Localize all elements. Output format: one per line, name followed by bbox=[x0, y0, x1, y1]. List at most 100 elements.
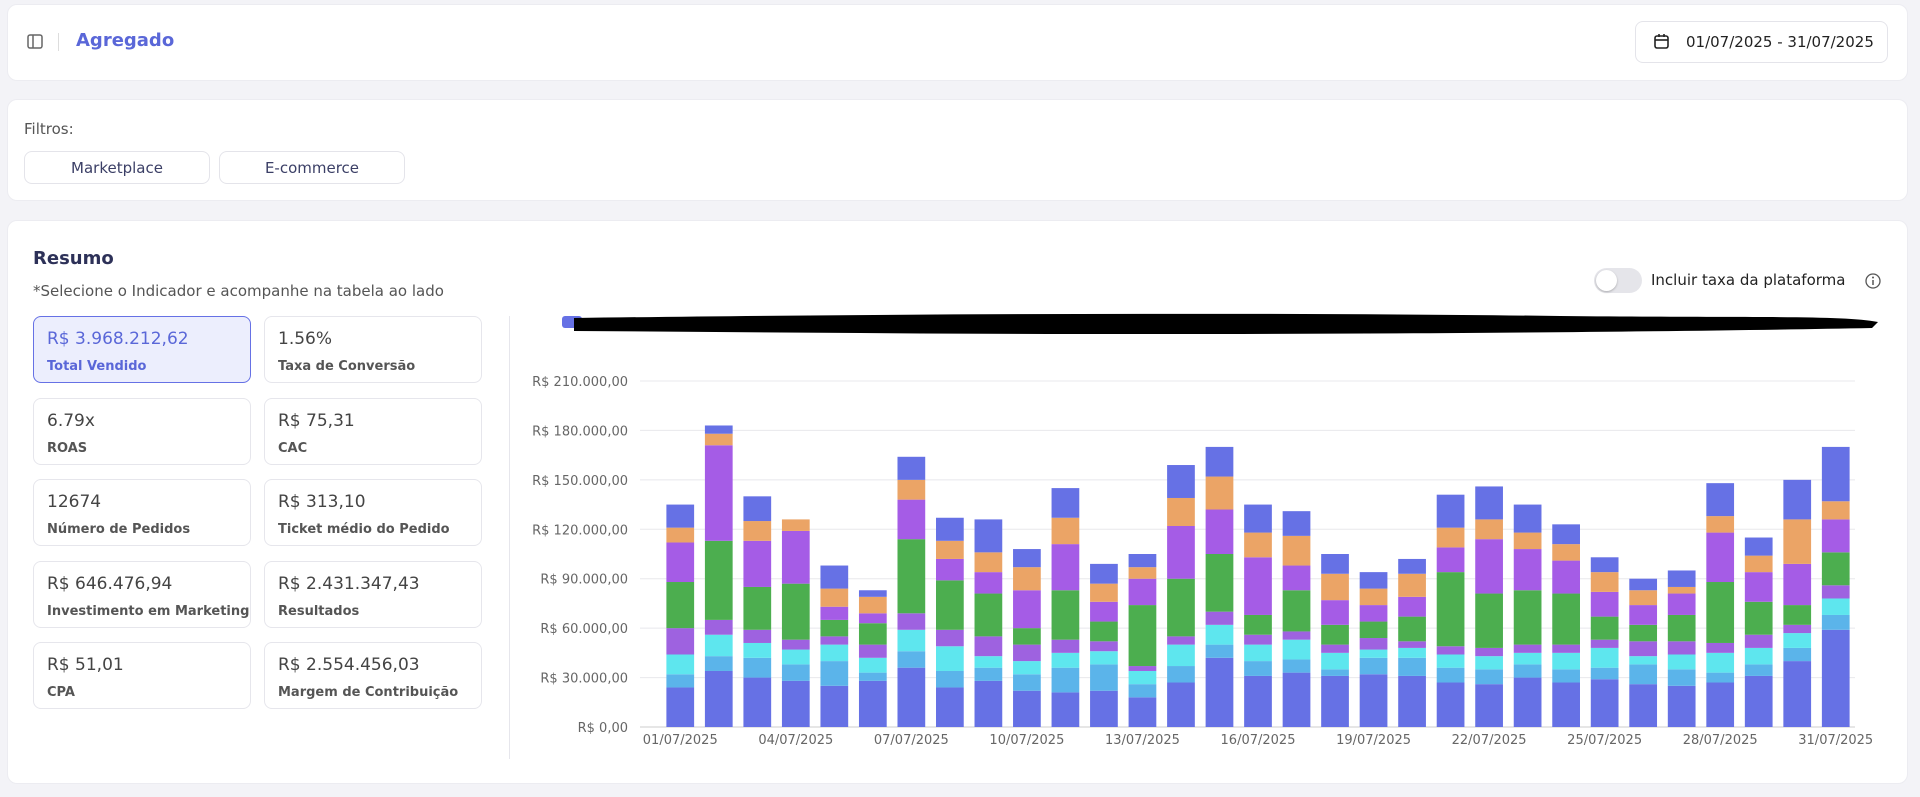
bar-segment bbox=[1167, 682, 1195, 727]
bar-segment bbox=[1667, 570, 1696, 587]
bar-segment bbox=[743, 677, 772, 727]
bar-segment bbox=[1667, 593, 1696, 615]
bar-segment bbox=[820, 606, 849, 620]
bar-segment bbox=[781, 680, 810, 727]
bar-segment bbox=[1167, 636, 1195, 645]
bar-segment bbox=[1321, 624, 1349, 645]
date-picker[interactable]: 01/07/2025 - 31/07/2025 bbox=[1635, 21, 1888, 63]
bar-segment bbox=[1244, 532, 1272, 558]
bar-segment bbox=[1090, 563, 1118, 584]
kpi-card[interactable]: 12674 Número de Pedidos bbox=[33, 479, 251, 546]
bar-segment bbox=[1013, 661, 1041, 675]
bar-segment bbox=[897, 456, 926, 480]
bar-segment bbox=[1090, 690, 1118, 727]
bar-segment bbox=[1090, 601, 1118, 622]
bar-segment bbox=[1244, 661, 1272, 676]
bar-segment bbox=[781, 639, 810, 650]
info-icon[interactable] bbox=[1864, 272, 1882, 290]
bar-segment bbox=[1321, 600, 1349, 625]
kpi-label: Ticket médio do Pedido bbox=[278, 522, 450, 537]
kpi-card[interactable]: R$ 2.431.347,43 Resultados bbox=[264, 560, 482, 628]
kpi-label: Resultados bbox=[278, 603, 360, 619]
kpi-label: Investimento em Marketing bbox=[47, 603, 250, 619]
bar-segment bbox=[1359, 649, 1388, 658]
bar-segment bbox=[1013, 567, 1041, 591]
bar-segment bbox=[1321, 554, 1349, 574]
filter-button[interactable]: Marketplace bbox=[24, 151, 210, 184]
bar-segment bbox=[1475, 519, 1503, 540]
bar-segment bbox=[1282, 590, 1311, 632]
bar-segment bbox=[666, 527, 695, 543]
redacted-slider bbox=[562, 313, 1878, 335]
bar-segment bbox=[1359, 621, 1388, 639]
bar-segment bbox=[1475, 593, 1503, 648]
bar-segment bbox=[743, 586, 772, 630]
bar-segment bbox=[1128, 578, 1157, 606]
bar-segment bbox=[1744, 675, 1773, 727]
bar-segment bbox=[1321, 652, 1349, 670]
bar-segment bbox=[1667, 586, 1696, 594]
sidebar-toggle[interactable] bbox=[26, 33, 46, 51]
kpi-card[interactable]: R$ 646.476,94 Investimento em Marketing bbox=[33, 560, 251, 628]
x-tick-label: 22/07/2025 bbox=[1452, 733, 1527, 748]
bar-segment bbox=[1398, 596, 1426, 617]
bar-segment bbox=[1436, 547, 1465, 573]
bar-segment bbox=[1590, 647, 1619, 668]
bar-segment bbox=[858, 596, 887, 614]
bar-segment bbox=[1051, 639, 1080, 653]
bar-segment bbox=[1013, 690, 1041, 727]
bar-segment bbox=[1783, 647, 1812, 662]
bar-segment bbox=[897, 613, 926, 630]
date-range: 01/07/2025 - 31/07/2025 bbox=[1686, 33, 1874, 51]
bar-segment bbox=[1475, 656, 1503, 670]
bar-segment bbox=[1051, 590, 1080, 640]
separator bbox=[58, 33, 59, 51]
filter-button[interactable]: E-commerce bbox=[219, 151, 405, 184]
bar-segment bbox=[897, 667, 926, 727]
bar-segment bbox=[1398, 647, 1426, 658]
x-tick-label: 01/07/2025 bbox=[643, 733, 718, 748]
bar-segment bbox=[1552, 652, 1580, 670]
bar-segment bbox=[1167, 666, 1195, 683]
kpi-card[interactable]: R$ 313,10 Ticket médio do Pedido bbox=[264, 479, 482, 546]
bar-segment bbox=[1167, 525, 1195, 579]
bar-segment bbox=[974, 593, 1003, 637]
bar-segment bbox=[704, 433, 733, 446]
x-tick-label: 16/07/2025 bbox=[1221, 733, 1296, 748]
bar-segment bbox=[1128, 567, 1157, 579]
bar-segment bbox=[1205, 509, 1234, 554]
kpi-card[interactable]: 1.56% Taxa de Conversão bbox=[264, 316, 482, 383]
bar-segment bbox=[1013, 644, 1041, 662]
bar-segment bbox=[1706, 682, 1735, 727]
bar-segment bbox=[781, 530, 810, 584]
filters-label: Filtros: bbox=[24, 120, 74, 138]
bar-segment bbox=[704, 445, 733, 541]
bar-segment bbox=[1436, 646, 1465, 655]
calendar-icon bbox=[1654, 34, 1669, 49]
bar-segment bbox=[1513, 549, 1542, 591]
bar-segment bbox=[858, 590, 887, 597]
kpi-label: Número de Pedidos bbox=[47, 522, 191, 537]
bar-segment bbox=[1398, 616, 1426, 642]
bar-segment bbox=[1706, 652, 1735, 673]
bar-segment bbox=[1090, 651, 1118, 665]
bar-segment bbox=[974, 572, 1003, 594]
kpi-card[interactable]: 6.79x ROAS bbox=[33, 397, 251, 465]
bar-segment bbox=[1706, 483, 1735, 517]
toggle[interactable] bbox=[1594, 268, 1642, 293]
bar-segment bbox=[1051, 652, 1080, 668]
bar-segment bbox=[1744, 634, 1773, 648]
bar-segment bbox=[1013, 590, 1041, 629]
kpi-value: 12674 bbox=[47, 492, 102, 512]
bar-segment bbox=[1205, 624, 1234, 645]
bar-segment bbox=[1821, 585, 1850, 599]
kpi-card[interactable]: R$ 2.554.456,03 Margem de Contribuição bbox=[264, 642, 482, 709]
bar-segment bbox=[1051, 692, 1080, 727]
kpi-card[interactable]: R$ 75,31 CAC bbox=[264, 397, 482, 465]
kpi-card[interactable]: R$ 51,01 CPA bbox=[33, 642, 251, 709]
kpi-card[interactable]: R$ 3.968.212,62 Total Vendido bbox=[33, 316, 251, 383]
kpi-value: 1.56% bbox=[278, 329, 333, 349]
bar-segment bbox=[704, 670, 733, 727]
bar-segment bbox=[897, 499, 926, 540]
bar-segment bbox=[1051, 667, 1080, 693]
